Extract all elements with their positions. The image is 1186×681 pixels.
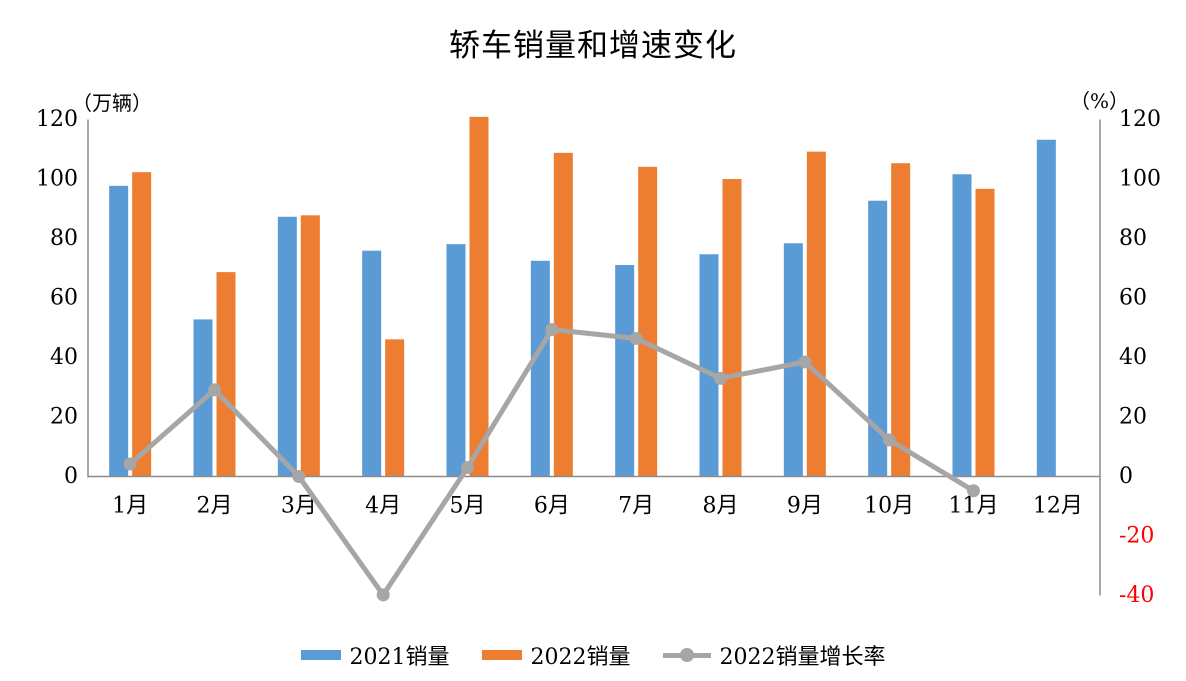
right-axis-tick-label: 60 <box>1119 286 1147 311</box>
growth-rate-marker <box>292 470 306 483</box>
legend-swatch-2021 <box>300 650 341 660</box>
bar-2021销量-8月 <box>699 254 719 477</box>
bar-2021销量-7月 <box>615 264 635 477</box>
bar-2022销量-11月 <box>975 188 995 477</box>
growth-rate-marker <box>123 457 137 471</box>
x-axis-category-label: 9月 <box>787 494 823 519</box>
right-axis-tick-label: 100 <box>1119 167 1161 192</box>
legend-item-2021-sales: 2021销量 <box>300 639 450 671</box>
legend-line-dot <box>679 648 694 662</box>
bar-2022销量-5月 <box>469 116 489 477</box>
bar-2021销量-3月 <box>277 216 297 477</box>
right-axis-tick-label: 120 <box>1119 107 1161 132</box>
x-axis-category-label: 8月 <box>703 494 739 519</box>
bar-2021销量-11月 <box>952 174 972 477</box>
left-axis-tick-label: 100 <box>36 167 78 192</box>
bar-2021销量-6月 <box>530 260 550 477</box>
growth-rate-marker <box>967 484 980 498</box>
left-axis-tick-label: 40 <box>50 345 78 370</box>
right-axis-tick-label: 40 <box>1119 345 1147 370</box>
legend-label-2021-sales: 2021销量 <box>349 645 450 670</box>
x-axis-category-label: 2月 <box>197 494 233 519</box>
bar-2021销量-12月 <box>1036 139 1056 477</box>
x-axis-category-label: 1月 <box>112 494 148 519</box>
left-axis-tick-label: 20 <box>50 405 78 430</box>
bar-2022销量-8月 <box>722 179 742 477</box>
legend-label-2022-sales: 2022销量 <box>530 645 631 670</box>
x-axis-category-label: 3月 <box>281 494 317 519</box>
growth-rate-line <box>128 326 975 600</box>
right-axis-tick-label: -20 <box>1119 524 1154 549</box>
growth-rate-marker <box>545 323 559 337</box>
chart-legend: 2021销量 2022销量 2022销量增长率 <box>0 639 1186 671</box>
right-axis-unit-label: （%） <box>1070 89 1130 113</box>
x-axis-category-label: 11月 <box>949 494 999 519</box>
growth-rate-marker <box>629 331 643 345</box>
legend-item-2022-growth-rate: 2022销量增长率 <box>662 639 886 671</box>
bar-2022销量-1月 <box>132 172 152 477</box>
x-axis-category-label: 6月 <box>534 494 570 519</box>
bar-2021销量-4月 <box>362 250 382 477</box>
bar-2021销量-10月 <box>868 200 888 477</box>
bar-2021销量-9月 <box>783 243 803 477</box>
x-axis-category-label: 12月 <box>1033 494 1083 519</box>
bar-2022销量-2月 <box>216 272 236 477</box>
right-axis-tick-label: -40 <box>1119 583 1154 608</box>
growth-rate-marker <box>882 433 896 447</box>
bar-2021销量-5月 <box>446 244 466 477</box>
right-axis-tick-label: 20 <box>1119 405 1147 430</box>
x-axis-category-label: 7月 <box>618 494 654 519</box>
legend-line-marker-sample <box>662 648 711 662</box>
bar-2022销量-7月 <box>638 166 658 477</box>
x-axis-category-label: 10月 <box>864 494 914 519</box>
bar-2022销量-9月 <box>806 151 826 477</box>
legend-item-2022-sales: 2022销量 <box>481 639 631 671</box>
bar-2022销量-3月 <box>300 215 320 477</box>
growth-rate-marker <box>461 461 474 475</box>
growth-rate-marker <box>376 588 390 602</box>
growth-rate-marker <box>714 371 727 385</box>
left-axis-unit-label: （万辆） <box>72 91 152 115</box>
growth-rate-marker <box>798 355 812 369</box>
legend-swatch-2022 <box>481 650 522 660</box>
legend-label-2022-growth-rate: 2022销量增长率 <box>719 645 886 670</box>
left-axis-tick-label: 0 <box>64 464 78 489</box>
left-axis-tick-label: 120 <box>36 107 78 132</box>
bar-2022销量-6月 <box>553 152 573 477</box>
chart-title: 轿车销量和增速变化 <box>449 28 737 64</box>
right-axis-tick-label: 80 <box>1119 226 1147 251</box>
x-axis-category-label: 4月 <box>365 494 401 519</box>
bar-2022销量-10月 <box>891 163 911 477</box>
left-axis-tick-label: 80 <box>50 226 78 251</box>
x-axis-category-label: 5月 <box>450 494 486 519</box>
left-axis-tick-label: 60 <box>50 286 78 311</box>
bar-2021销量-1月 <box>109 185 129 477</box>
growth-rate-marker <box>208 383 221 397</box>
right-axis-tick-label: 0 <box>1119 464 1133 489</box>
bar-2022销量-4月 <box>385 339 405 477</box>
